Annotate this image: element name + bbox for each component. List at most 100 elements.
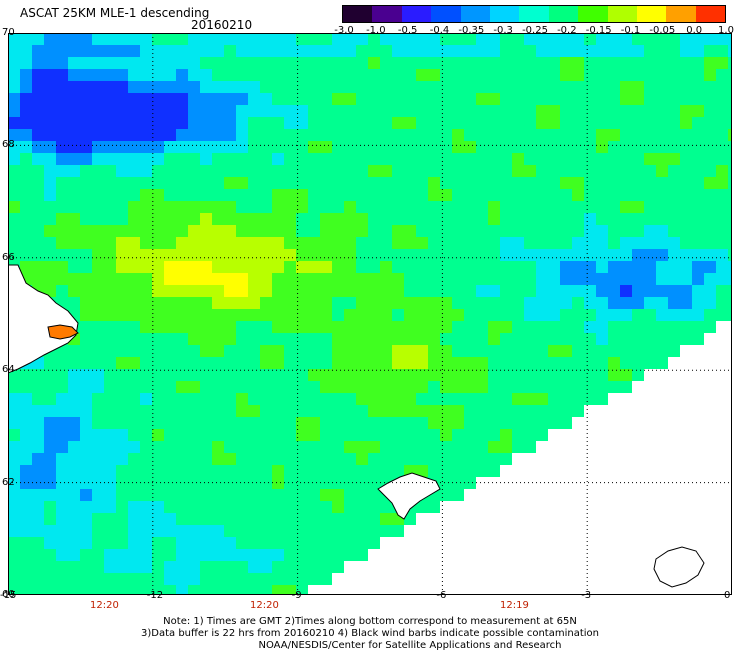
data-cell	[284, 381, 296, 393]
data-cell	[488, 453, 500, 465]
data-cell	[464, 69, 476, 81]
data-cell	[68, 285, 80, 297]
data-cell	[164, 513, 176, 525]
data-cell	[212, 57, 224, 69]
data-cell	[260, 309, 272, 321]
data-cell	[644, 273, 656, 285]
data-cell	[80, 261, 92, 273]
data-cell	[596, 393, 608, 405]
data-cell	[320, 369, 332, 381]
data-cell	[476, 345, 488, 357]
data-cell	[392, 129, 404, 141]
data-cell	[8, 189, 20, 201]
data-cell	[440, 429, 452, 441]
data-cell	[704, 165, 716, 177]
data-cell	[500, 213, 512, 225]
data-cell	[164, 45, 176, 57]
data-cell	[344, 57, 356, 69]
data-cell	[56, 513, 68, 525]
data-cell	[464, 81, 476, 93]
data-cell	[500, 285, 512, 297]
data-cell	[152, 501, 164, 513]
data-cell	[140, 345, 152, 357]
data-cell	[572, 213, 584, 225]
data-cell	[680, 261, 692, 273]
data-cell	[536, 81, 548, 93]
data-cell	[452, 273, 464, 285]
data-cell	[332, 69, 344, 81]
data-cell	[224, 129, 236, 141]
data-cell	[296, 165, 308, 177]
data-cell	[164, 321, 176, 333]
data-cell	[620, 129, 632, 141]
data-cell	[80, 381, 92, 393]
data-cell	[248, 141, 260, 153]
data-cell	[92, 225, 104, 237]
data-cell	[56, 45, 68, 57]
data-cell	[680, 249, 692, 261]
data-cell	[20, 261, 32, 273]
data-cell	[200, 189, 212, 201]
data-cell	[8, 129, 20, 141]
data-cell	[8, 81, 20, 93]
data-cell	[704, 93, 716, 105]
data-cell	[392, 57, 404, 69]
data-cell	[200, 369, 212, 381]
data-cell	[92, 525, 104, 537]
data-cell	[80, 57, 92, 69]
data-cell	[404, 189, 416, 201]
data-cell	[512, 213, 524, 225]
data-cell	[680, 213, 692, 225]
data-cell	[332, 489, 344, 501]
data-cell	[536, 249, 548, 261]
data-cell	[596, 309, 608, 321]
data-cell	[356, 477, 368, 489]
data-cell	[188, 333, 200, 345]
data-cell	[488, 33, 500, 45]
data-cell	[128, 549, 140, 561]
data-cell	[68, 489, 80, 501]
data-cell	[8, 429, 20, 441]
data-cell	[404, 81, 416, 93]
data-cell	[116, 117, 128, 129]
data-cell	[272, 561, 284, 573]
data-cell	[344, 369, 356, 381]
data-cell	[224, 69, 236, 81]
data-cell	[212, 585, 224, 595]
data-cell	[200, 165, 212, 177]
data-cell	[80, 153, 92, 165]
data-cell	[212, 333, 224, 345]
data-cell	[56, 381, 68, 393]
data-cell	[344, 261, 356, 273]
data-cell	[680, 309, 692, 321]
data-cell	[8, 153, 20, 165]
data-cell	[572, 165, 584, 177]
data-cell	[392, 177, 404, 189]
data-cell	[272, 477, 284, 489]
data-cell	[356, 153, 368, 165]
data-cell	[164, 33, 176, 45]
data-cell	[572, 273, 584, 285]
data-cell	[164, 261, 176, 273]
data-cell	[716, 213, 728, 225]
data-cell	[44, 453, 56, 465]
data-cell	[608, 141, 620, 153]
data-cell	[188, 453, 200, 465]
data-cell	[224, 261, 236, 273]
colorbar-label: 1.0	[718, 25, 734, 36]
data-cell	[452, 117, 464, 129]
data-cell	[80, 573, 92, 585]
data-cell	[356, 189, 368, 201]
data-cell	[512, 429, 524, 441]
data-cell	[20, 81, 32, 93]
data-cell	[236, 501, 248, 513]
data-cell	[308, 93, 320, 105]
data-cell	[68, 525, 80, 537]
data-cell	[68, 429, 80, 441]
data-cell	[356, 117, 368, 129]
data-cell	[224, 453, 236, 465]
data-cell	[200, 357, 212, 369]
data-cell	[68, 537, 80, 549]
data-cell	[296, 561, 308, 573]
data-cell	[704, 153, 716, 165]
